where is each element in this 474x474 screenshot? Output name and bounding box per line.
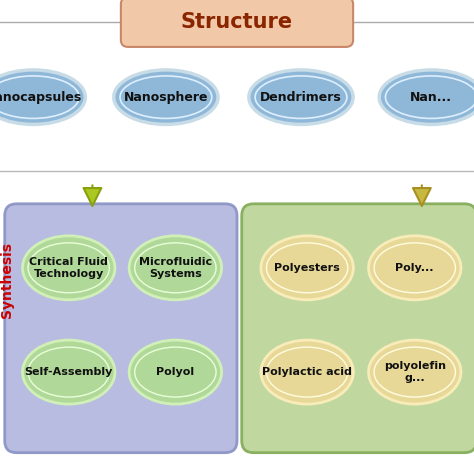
FancyBboxPatch shape	[242, 204, 474, 453]
Ellipse shape	[261, 236, 353, 300]
Text: Microfluidic
Systems: Microfluidic Systems	[139, 257, 212, 279]
Text: Polyol: Polyol	[156, 367, 194, 377]
Text: Polyesters: Polyesters	[274, 263, 340, 273]
Ellipse shape	[22, 340, 115, 404]
Ellipse shape	[114, 70, 218, 124]
Text: Poly...: Poly...	[395, 263, 434, 273]
Text: Dendrimers: Dendrimers	[260, 91, 342, 104]
Ellipse shape	[379, 70, 474, 124]
Ellipse shape	[129, 340, 221, 404]
Ellipse shape	[368, 340, 461, 404]
Ellipse shape	[22, 236, 115, 300]
Text: Nanocapsules: Nanocapsules	[0, 91, 82, 104]
FancyBboxPatch shape	[121, 0, 353, 47]
Ellipse shape	[261, 340, 353, 404]
Text: Structure: Structure	[181, 12, 293, 32]
Text: Polylactic acid: Polylactic acid	[262, 367, 352, 377]
Text: Critical Fluid
Technology: Critical Fluid Technology	[29, 257, 108, 279]
Text: Nanosphere: Nanosphere	[124, 91, 208, 104]
FancyBboxPatch shape	[5, 204, 237, 453]
Ellipse shape	[129, 236, 221, 300]
Text: Self-Assembly: Self-Assembly	[25, 367, 113, 377]
Text: Nan...: Nan...	[410, 91, 452, 104]
Ellipse shape	[0, 70, 85, 124]
Ellipse shape	[368, 236, 461, 300]
Text: polyolefin
g...: polyolefin g...	[384, 361, 446, 383]
Text: Synthesis: Synthesis	[0, 242, 14, 318]
Ellipse shape	[249, 70, 353, 124]
